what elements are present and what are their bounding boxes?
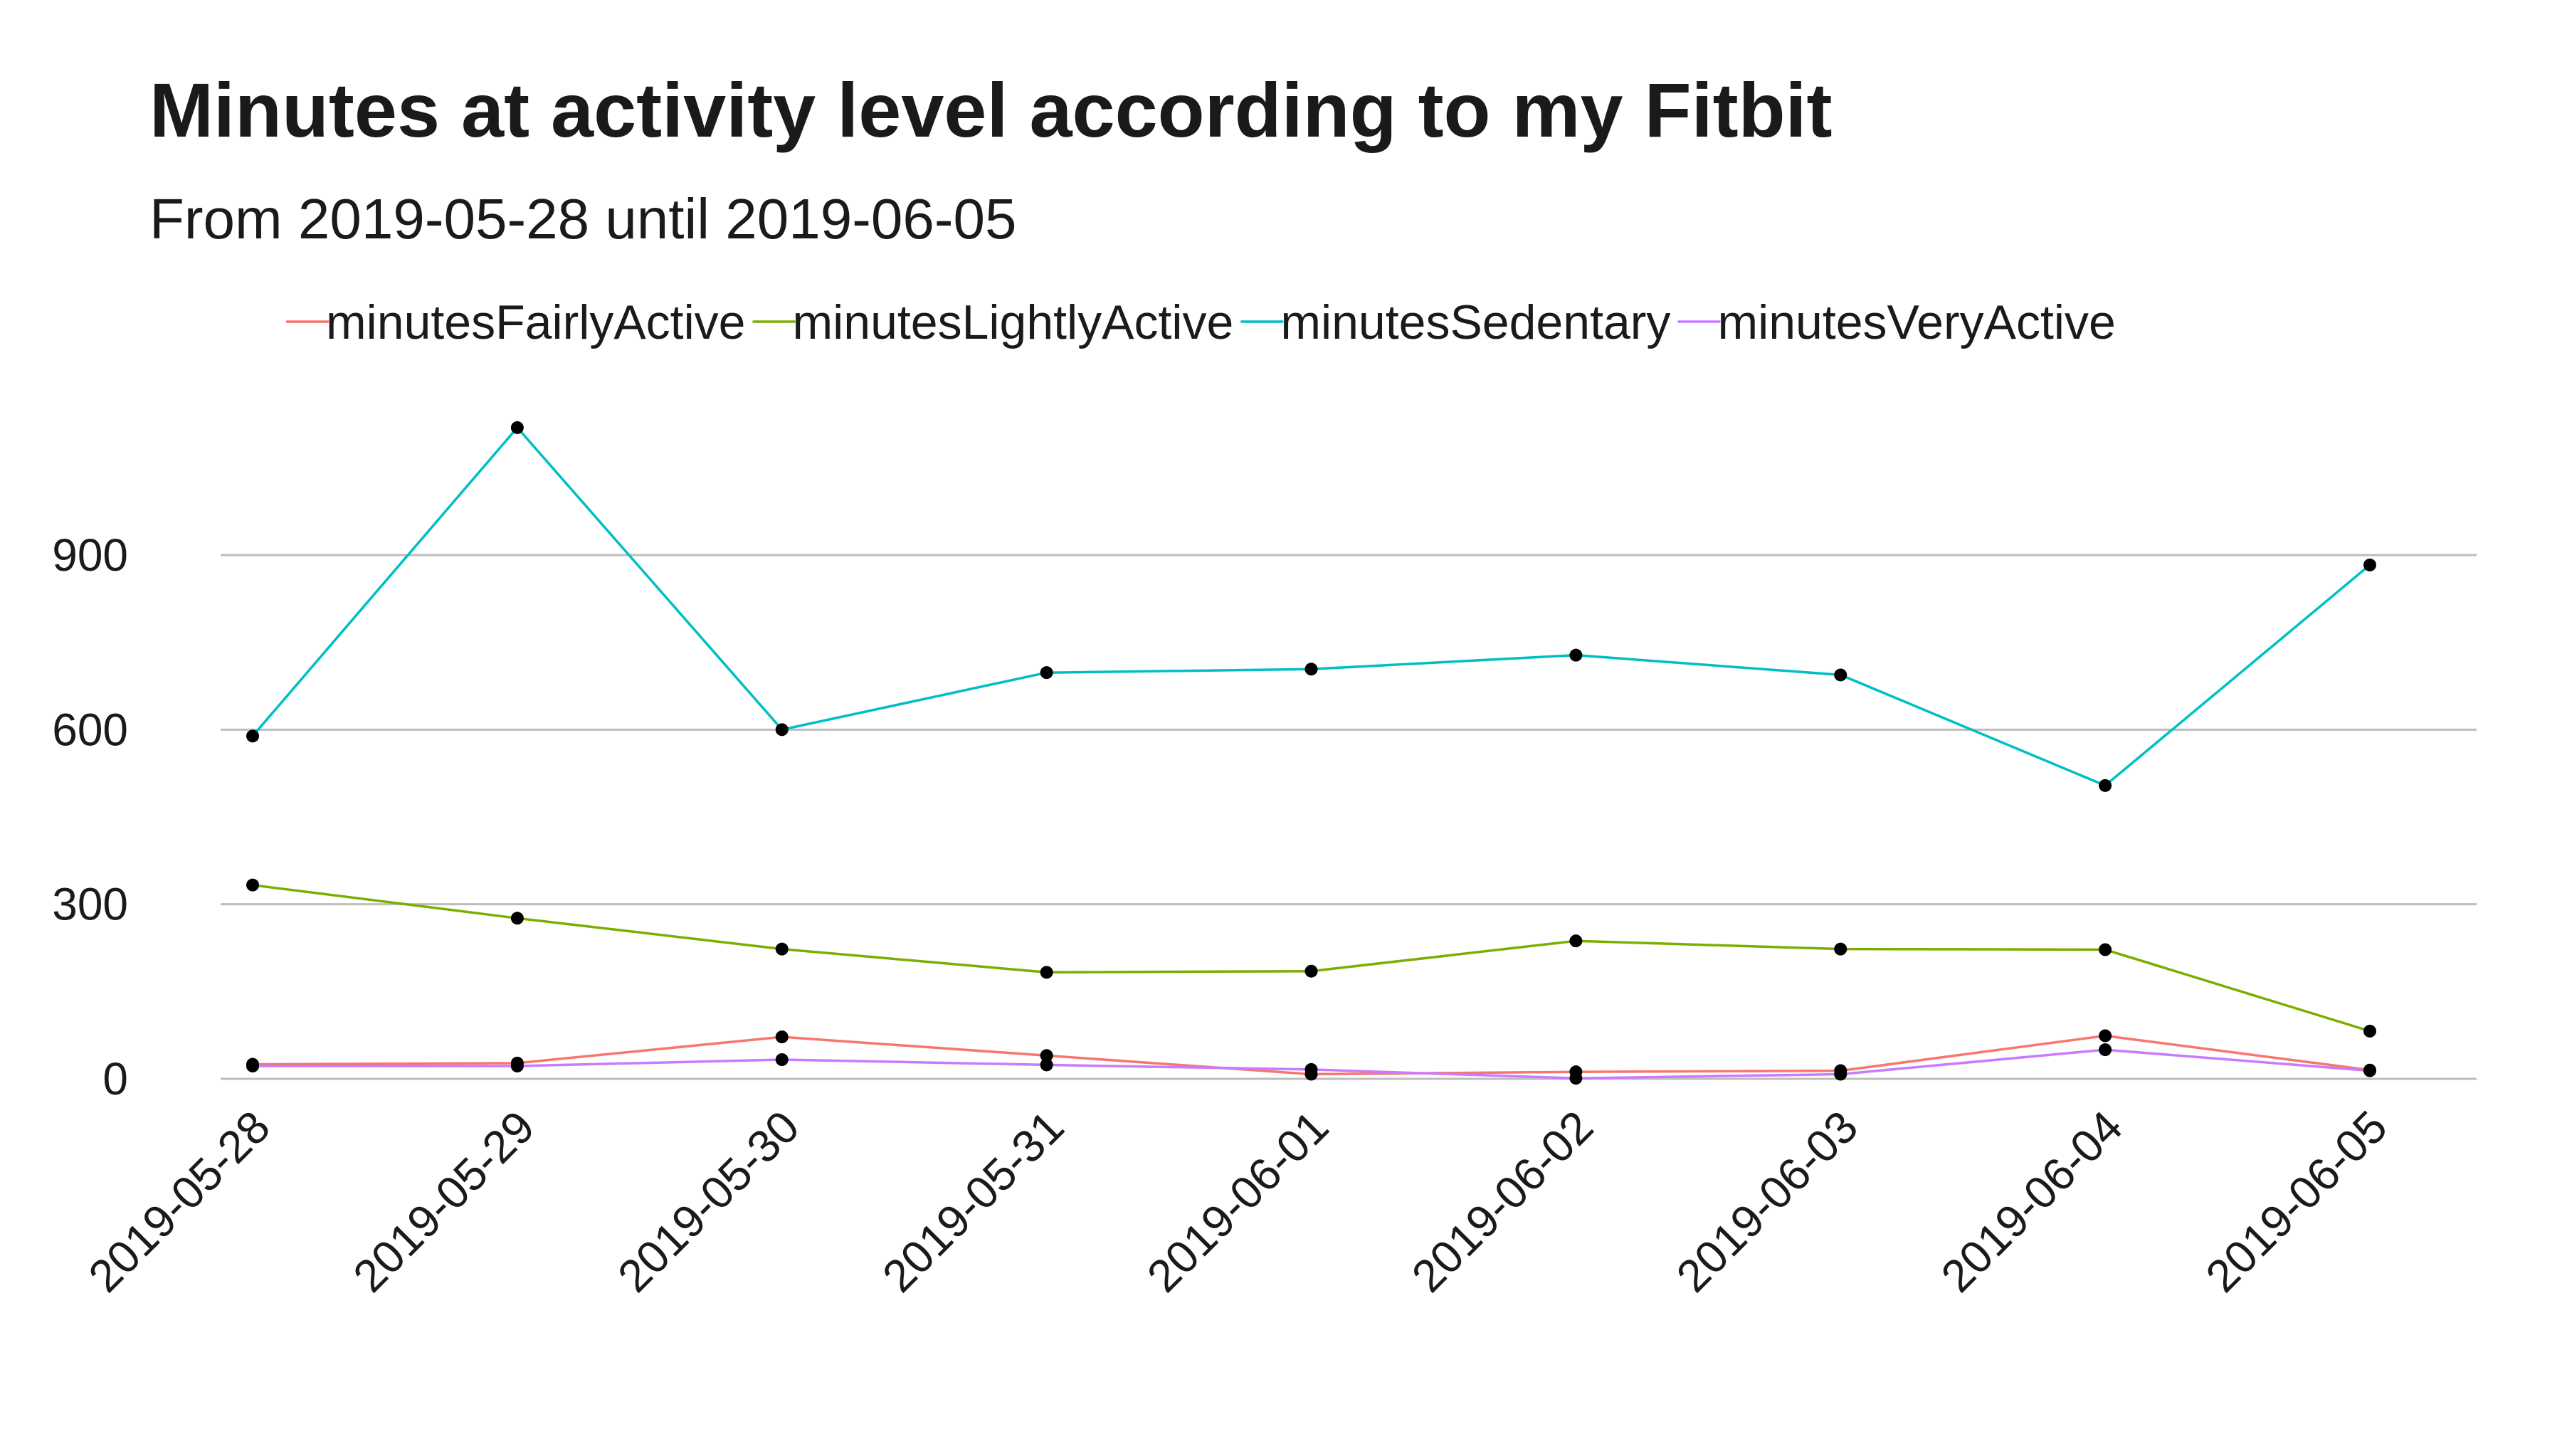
- data-point-minutesVeryActive: [1304, 1062, 1318, 1076]
- data-point-minutesSedentary: [2099, 779, 2112, 792]
- data-point-minutesSedentary: [1569, 648, 1583, 662]
- data-point-minutesLightlyActive: [1834, 942, 1847, 956]
- data-point-minutesLightlyActive: [1569, 934, 1583, 948]
- data-point-minutesSedentary: [2363, 558, 2376, 571]
- x-tick-label: 2019-05-30: [608, 1101, 808, 1302]
- data-point-minutesLightlyActive: [2363, 1024, 2376, 1038]
- data-points: [246, 421, 2376, 1085]
- data-point-minutesVeryActive: [2099, 1043, 2112, 1057]
- data-point-minutesSedentary: [1040, 666, 1053, 680]
- legend-label: minutesVeryActive: [1717, 295, 2115, 349]
- y-tick-label: 300: [52, 879, 128, 930]
- chart-title: Minutes at activity level according to m…: [149, 67, 1833, 153]
- data-point-minutesSedentary: [510, 421, 524, 434]
- legend-label: minutesSedentary: [1280, 295, 1670, 349]
- series-line-minutesSedentary: [251, 426, 2371, 787]
- data-point-minutesVeryActive: [1040, 1058, 1053, 1072]
- x-tick-label: 2019-06-05: [2195, 1101, 2396, 1302]
- data-point-minutesVeryActive: [2363, 1064, 2376, 1077]
- data-point-minutesLightlyActive: [1040, 966, 1053, 979]
- series-lines: [251, 426, 2371, 1080]
- series-line-minutesLightlyActive: [252, 883, 2371, 1033]
- x-tick-label: 2019-06-02: [1402, 1101, 1603, 1302]
- x-tick-label: 2019-06-03: [1667, 1101, 1867, 1302]
- legend-label: minutesFairlyActive: [326, 295, 746, 349]
- data-point-minutesSedentary: [775, 723, 789, 737]
- data-point-minutesSedentary: [246, 729, 259, 743]
- legend-label: minutesLightlyActive: [793, 295, 1234, 349]
- data-point-minutesFairlyActive: [1040, 1049, 1053, 1062]
- data-point-minutesFairlyActive: [775, 1030, 789, 1044]
- y-tick-label: 900: [52, 529, 128, 581]
- data-point-minutesVeryActive: [1834, 1067, 1847, 1081]
- data-point-minutesLightlyActive: [246, 878, 259, 892]
- data-point-minutesLightlyActive: [510, 912, 524, 925]
- data-point-minutesSedentary: [1304, 663, 1318, 676]
- data-point-minutesVeryActive: [775, 1053, 789, 1067]
- legend: minutesFairlyActive minutesLightlyActive m…: [286, 295, 2116, 349]
- x-tick-label: 2019-06-04: [1931, 1101, 2132, 1302]
- data-point-minutesSedentary: [1834, 668, 1847, 682]
- y-tick-label: 0: [102, 1053, 128, 1104]
- data-point-minutesVeryActive: [510, 1060, 524, 1073]
- y-axis: 0 300 600 900: [52, 529, 128, 1104]
- data-point-minutesVeryActive: [246, 1060, 259, 1073]
- data-point-minutesLightlyActive: [775, 942, 789, 956]
- data-point-minutesFairlyActive: [2099, 1029, 2112, 1043]
- gridlines: [221, 554, 2477, 1080]
- data-point-minutesLightlyActive: [1304, 964, 1318, 978]
- data-point-minutesLightlyActive: [2099, 943, 2112, 956]
- chart-subtitle: From 2019-05-28 until 2019-06-05: [149, 187, 1017, 250]
- x-tick-label: 2019-05-28: [78, 1101, 279, 1302]
- y-tick-label: 600: [52, 704, 128, 755]
- data-point-minutesVeryActive: [1569, 1072, 1583, 1085]
- x-tick-label: 2019-06-01: [1137, 1101, 1338, 1302]
- x-axis: 2019-05-28 2019-05-29 2019-05-30 2019-05-31…: [78, 1101, 2396, 1302]
- x-tick-label: 2019-05-31: [873, 1101, 1073, 1302]
- x-tick-label: 2019-05-29: [343, 1101, 544, 1302]
